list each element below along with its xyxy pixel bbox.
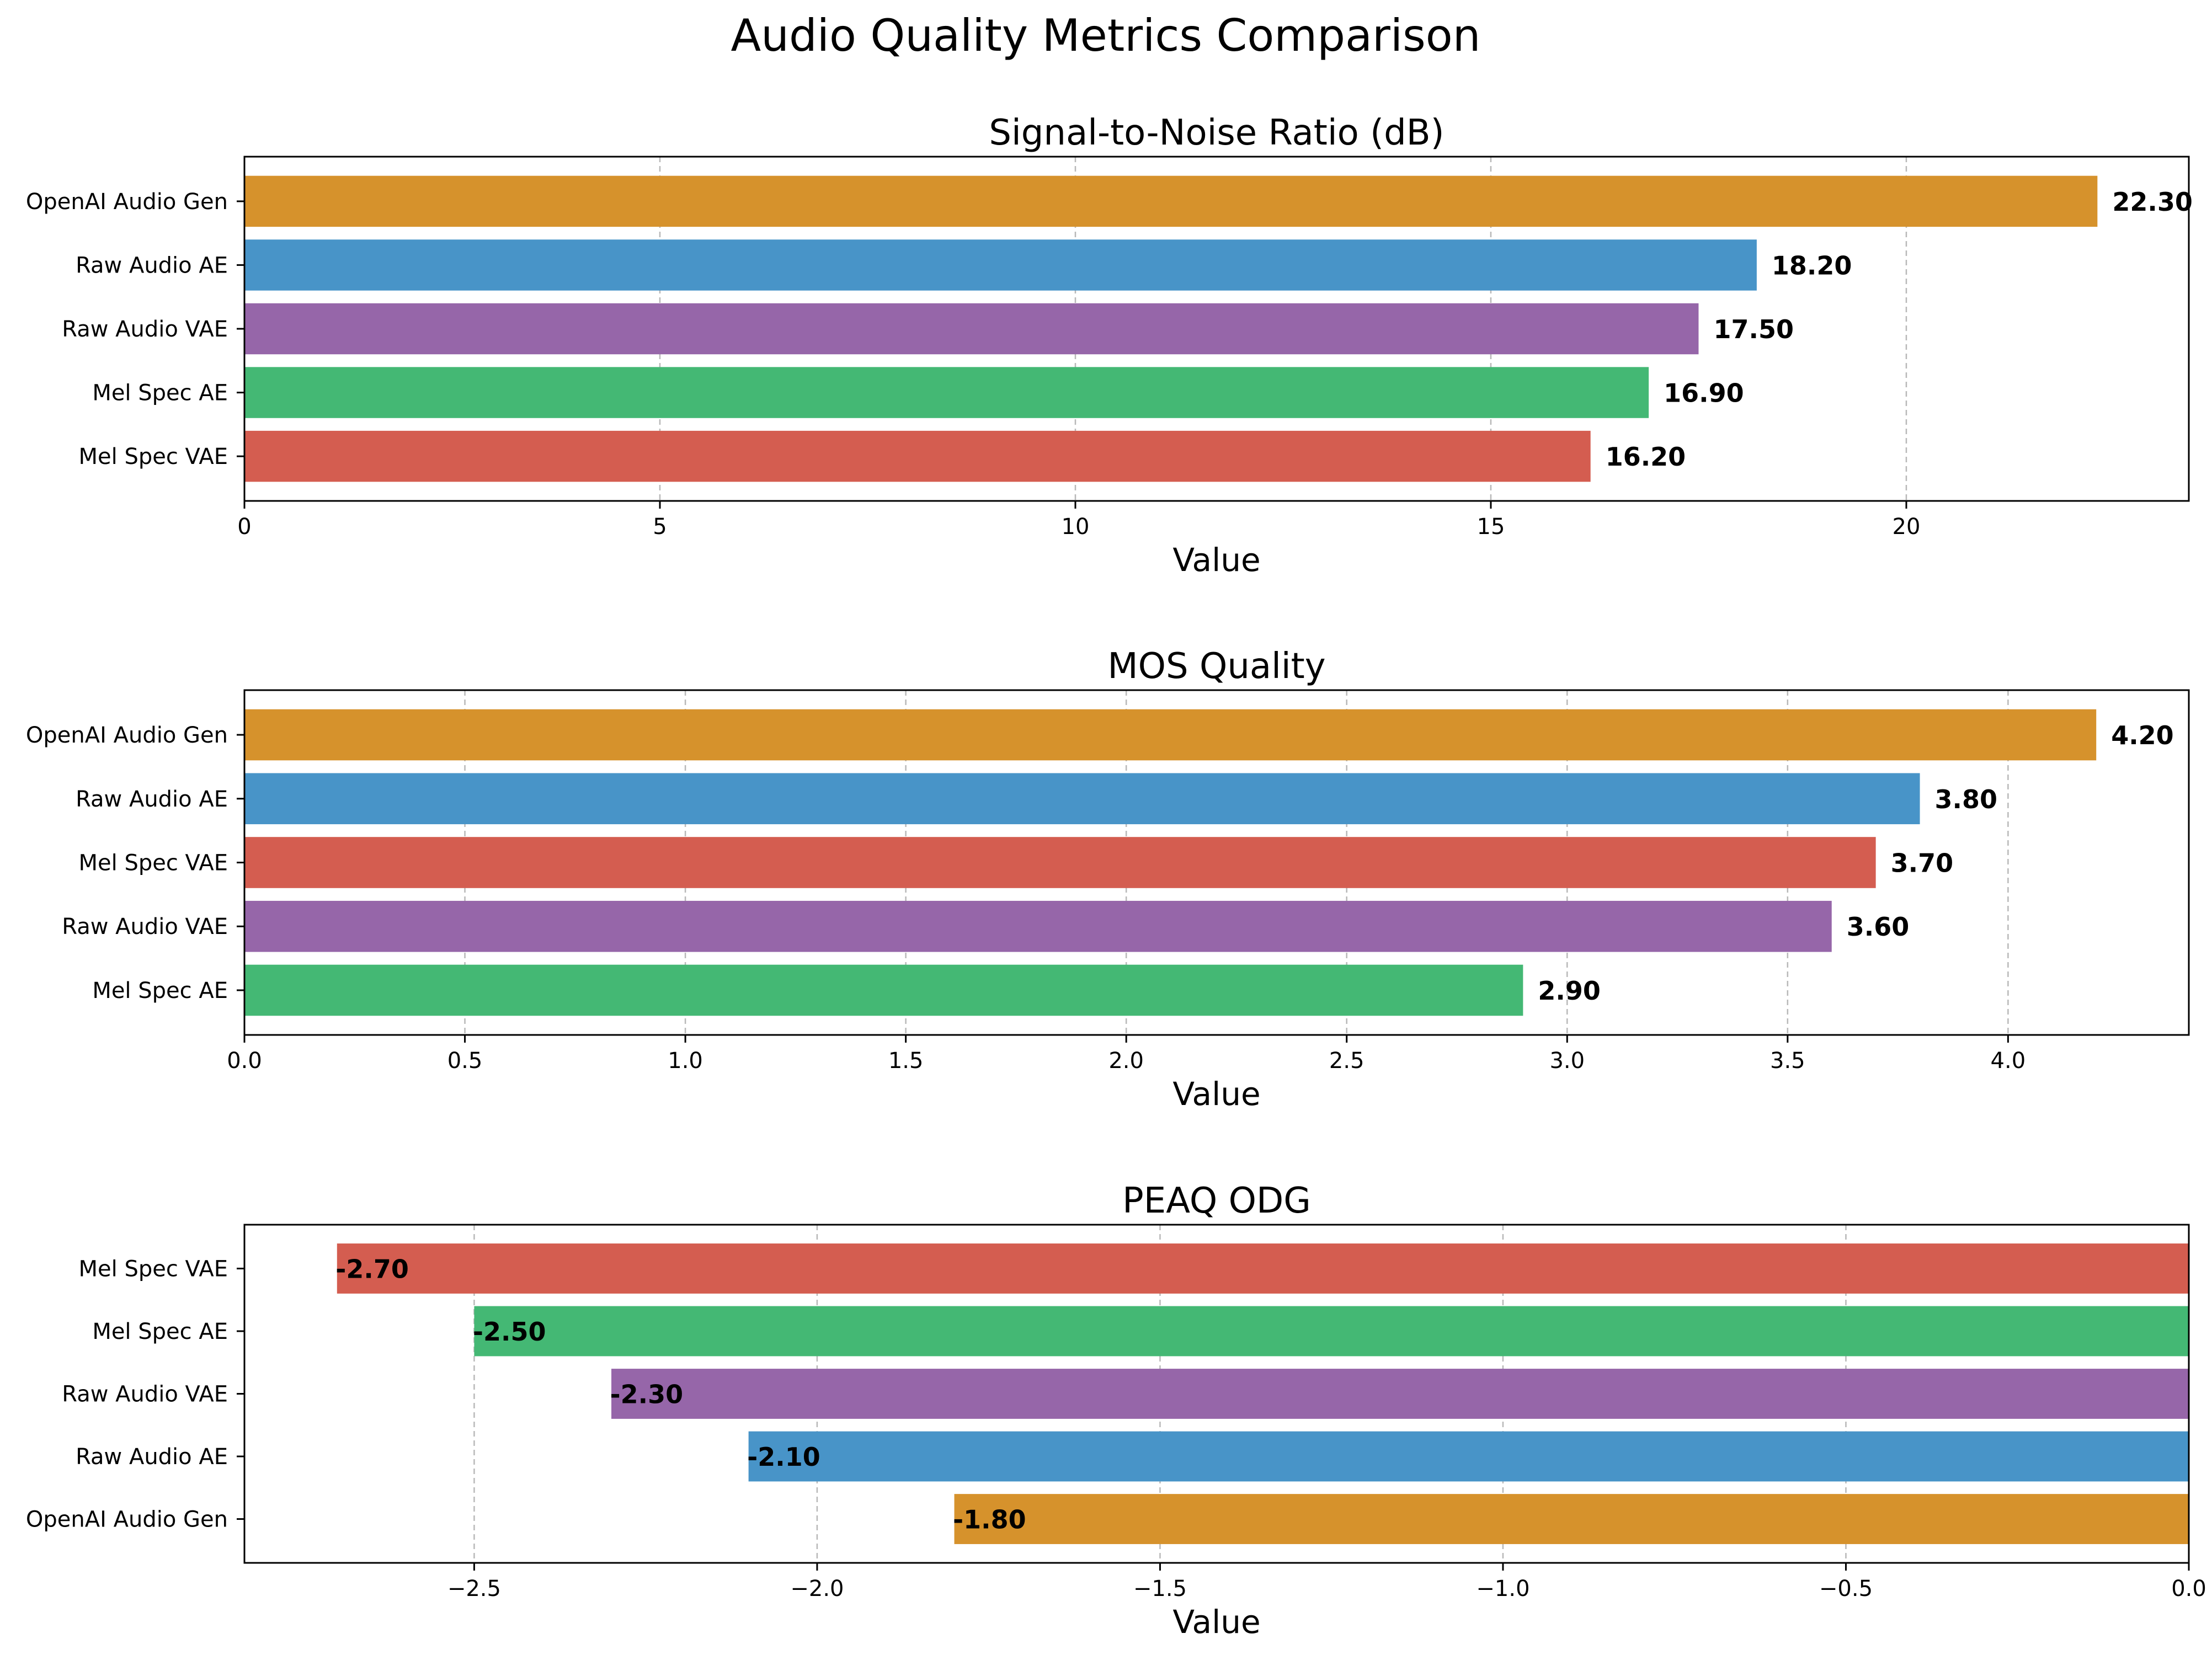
chart-panels: Signal-to-Noise Ratio (dB) OpenAI Audio G…: [26, 113, 2206, 1641]
data-label: -2.50: [473, 1317, 546, 1347]
bar-openai-audio-gen: [244, 709, 2097, 761]
x-tick-label: 4.0: [1991, 1048, 2026, 1074]
category-label: Mel Spec VAE: [79, 1256, 228, 1282]
bar-mel-spec-ae: [244, 367, 1649, 418]
x-tick-label: 3.0: [1549, 1048, 1585, 1074]
axes-frame: [243, 156, 2190, 502]
category-label: Mel Spec AE: [92, 1319, 228, 1344]
bar-mel-spec-vae: [337, 1243, 2189, 1294]
chart-panel-mos-quality: MOS Quality OpenAI Audio Gen 4.20 Raw Audio…: [26, 646, 2190, 1113]
data-label: -2.70: [335, 1254, 409, 1284]
category-label: Raw Audio VAE: [62, 1382, 228, 1407]
category-label: Raw Audio AE: [76, 253, 228, 278]
x-axis-label: Value: [1172, 541, 1260, 579]
x-tick-label: 0.5: [447, 1048, 483, 1074]
data-label: -1.80: [953, 1505, 1026, 1535]
category-label: Raw Audio VAE: [62, 914, 228, 939]
bar-raw-audio-ae: [244, 773, 1920, 825]
data-label: 16.90: [1664, 378, 1744, 408]
data-label: 17.50: [1713, 314, 1794, 344]
data-label: 3.80: [1935, 784, 1998, 814]
category-label: Mel Spec VAE: [79, 851, 228, 876]
x-axis-label: Value: [1172, 1603, 1260, 1641]
chart-panel-peaq-odg: PEAQ ODG Mel Spec VAE -2.70 Mel Spec AE -2.5…: [26, 1181, 2206, 1641]
category-label: Mel Spec VAE: [79, 444, 228, 469]
bar-raw-audio-vae: [611, 1369, 2189, 1419]
bar-raw-audio-ae: [244, 239, 1757, 291]
category-label: OpenAI Audio Gen: [26, 1507, 228, 1533]
bar-mel-spec-vae: [244, 430, 1591, 482]
panel-title: MOS Quality: [1107, 646, 1325, 687]
bar-mel-spec-ae: [474, 1306, 2189, 1357]
panel-title: Signal-to-Noise Ratio (dB): [989, 113, 1444, 153]
x-tick-label: −2.5: [447, 1576, 501, 1601]
x-tick-label: −1.5: [1133, 1576, 1187, 1601]
data-label: 4.20: [2111, 720, 2174, 750]
category-label: OpenAI Audio Gen: [26, 723, 228, 748]
bar-mel-spec-vae: [244, 837, 1876, 888]
x-tick-label: 0.0: [227, 1048, 262, 1074]
x-tick-label: −0.5: [1819, 1576, 1873, 1601]
axes-frame: [243, 1224, 2190, 1564]
x-axis-label: Value: [1172, 1075, 1260, 1113]
x-tick-label: 5: [653, 514, 667, 540]
data-label: 22.30: [2112, 187, 2193, 217]
x-tick-label: 0.0: [2171, 1576, 2206, 1601]
category-label: Raw Audio AE: [76, 787, 228, 812]
bar-openai-audio-gen: [954, 1494, 2189, 1544]
chart-panel-signal-to-noise-ratio-db: Signal-to-Noise Ratio (dB) OpenAI Audio G…: [26, 113, 2193, 579]
data-label: 2.90: [1538, 976, 1601, 1006]
bar-openai-audio-gen: [244, 175, 2098, 227]
x-tick-label: 1.5: [888, 1048, 924, 1074]
x-tick-label: 10: [1062, 514, 1090, 540]
data-label: -2.10: [747, 1442, 820, 1472]
x-tick-label: 2.5: [1329, 1048, 1364, 1074]
x-tick-label: 3.5: [1770, 1048, 1805, 1074]
data-label: 18.20: [1772, 250, 1852, 280]
category-label: Raw Audio VAE: [62, 317, 228, 342]
panel-title: PEAQ ODG: [1122, 1181, 1311, 1221]
category-label: Raw Audio AE: [76, 1444, 228, 1470]
bar-raw-audio-vae: [244, 900, 1832, 952]
x-tick-label: 0: [237, 514, 251, 540]
x-tick-label: −1.0: [1476, 1576, 1529, 1601]
bar-raw-audio-ae: [748, 1431, 2189, 1482]
axes-frame: [243, 689, 2190, 1036]
data-label: -2.30: [610, 1380, 684, 1410]
x-tick-label: 20: [1893, 514, 1921, 540]
category-label: Mel Spec AE: [92, 381, 228, 406]
bar-raw-audio-vae: [244, 303, 1699, 355]
data-label: 3.70: [1891, 848, 1954, 878]
bar-mel-spec-ae: [244, 964, 1523, 1016]
data-label: 3.60: [1847, 912, 1910, 942]
x-tick-label: 2.0: [1108, 1048, 1144, 1074]
category-label: OpenAI Audio Gen: [26, 189, 228, 215]
x-tick-label: 15: [1477, 514, 1505, 540]
x-tick-label: −2.0: [790, 1576, 844, 1601]
figure-title: Audio Quality Metrics Comparison: [731, 10, 1481, 61]
data-label: 16.20: [1606, 442, 1686, 472]
category-label: Mel Spec AE: [92, 978, 228, 1003]
x-tick-label: 1.0: [668, 1048, 703, 1074]
